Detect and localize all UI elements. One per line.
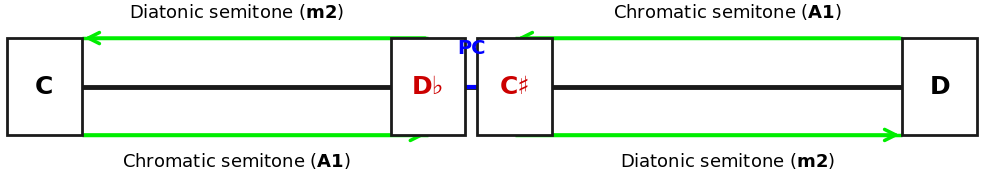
Text: C♯: C♯ (500, 75, 529, 98)
Text: C: C (35, 75, 53, 98)
Text: PC: PC (458, 39, 485, 58)
FancyBboxPatch shape (7, 38, 82, 135)
FancyBboxPatch shape (391, 38, 465, 135)
Text: Chromatic semitone ($\bf{A1}$): Chromatic semitone ($\bf{A1}$) (613, 2, 841, 22)
Text: Chromatic semitone ($\bf{A1}$): Chromatic semitone ($\bf{A1}$) (122, 151, 350, 171)
Text: D♭: D♭ (412, 75, 444, 98)
FancyBboxPatch shape (902, 38, 977, 135)
Text: D: D (930, 75, 950, 98)
Text: Diatonic semitone ($\bf{m2}$): Diatonic semitone ($\bf{m2}$) (129, 2, 343, 22)
Text: Diatonic semitone ($\bf{m2}$): Diatonic semitone ($\bf{m2}$) (620, 151, 834, 171)
FancyBboxPatch shape (477, 38, 552, 135)
